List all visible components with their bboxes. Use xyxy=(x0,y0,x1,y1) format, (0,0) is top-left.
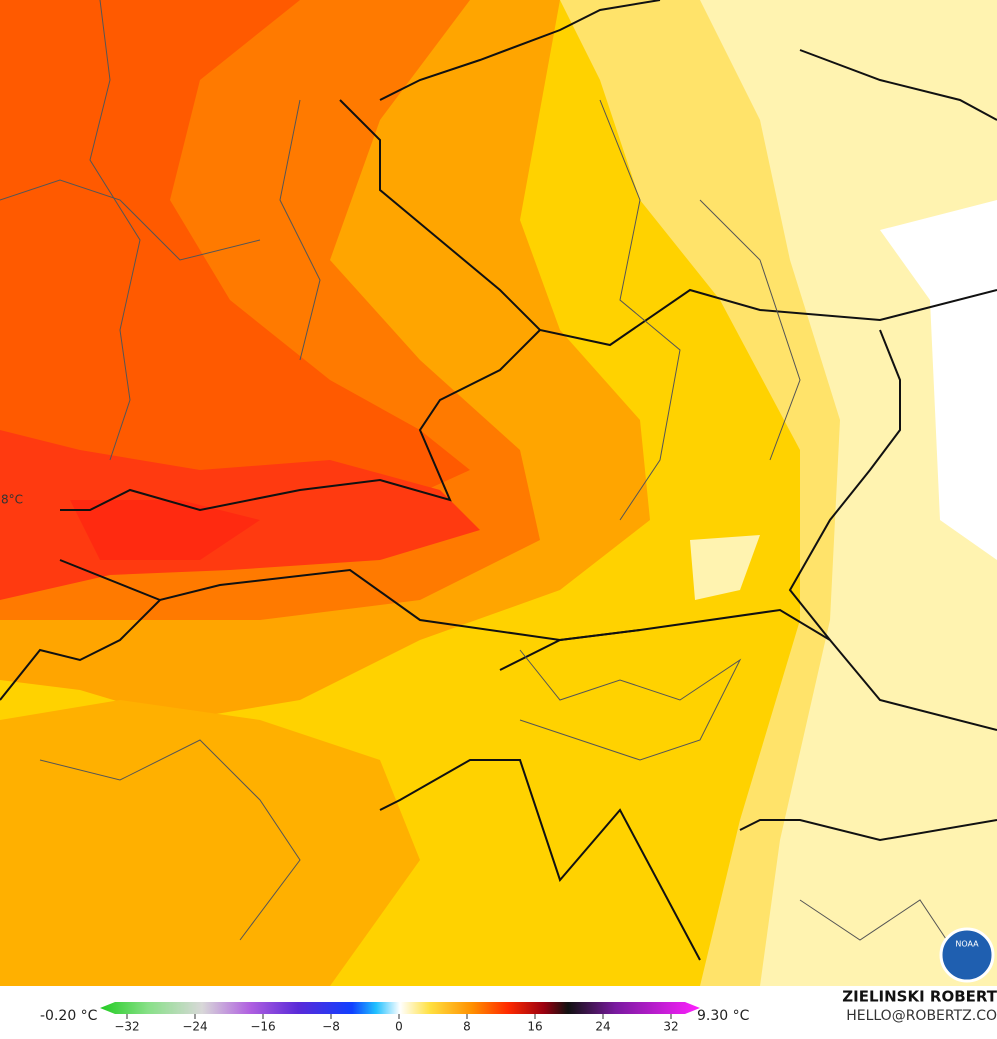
colorbar-tick-label: 8 xyxy=(463,1020,471,1034)
legend-bar: -0.20 °C 9.30 °C ZIELINSKI ROBERT HELLO@… xyxy=(0,986,997,1035)
map: NOAA 8°C xyxy=(0,0,997,986)
mild-patch xyxy=(690,535,760,600)
cool-patch xyxy=(880,200,997,560)
noaa-logo xyxy=(939,927,995,983)
colorbar-tick-label: −16 xyxy=(250,1020,275,1034)
colorbar-tick-label: 0 xyxy=(395,1020,403,1034)
colorbar-tick-label: 32 xyxy=(663,1020,678,1034)
colorbar-tick-label: −24 xyxy=(182,1020,207,1034)
credit-email: HELLO@ROBERTZ.CO xyxy=(846,1008,997,1024)
red-orange-zone xyxy=(0,0,470,560)
legend-min-label: -0.20 °C xyxy=(40,1008,98,1024)
colorbar xyxy=(100,1002,700,1014)
colorbar-tick-label: −8 xyxy=(322,1020,340,1034)
colorbar-tick-label: 16 xyxy=(527,1020,542,1034)
contour-label: 8°C xyxy=(1,493,23,507)
noaa-logo-text: NOAA xyxy=(955,940,979,949)
colorbar-tick-label: −32 xyxy=(114,1020,139,1034)
legend-max-label: 9.30 °C xyxy=(697,1008,750,1024)
colorbar-tick-label: 24 xyxy=(595,1020,610,1034)
country-borders xyxy=(0,0,997,961)
colorbar-ticks: −32 −24 −16 −8 0 8 16 24 32 xyxy=(114,1014,679,1034)
core-zone xyxy=(70,500,260,560)
credit-name: ZIELINSKI ROBERT xyxy=(842,988,997,1006)
region-borders xyxy=(0,0,961,961)
south-orange xyxy=(0,700,420,986)
